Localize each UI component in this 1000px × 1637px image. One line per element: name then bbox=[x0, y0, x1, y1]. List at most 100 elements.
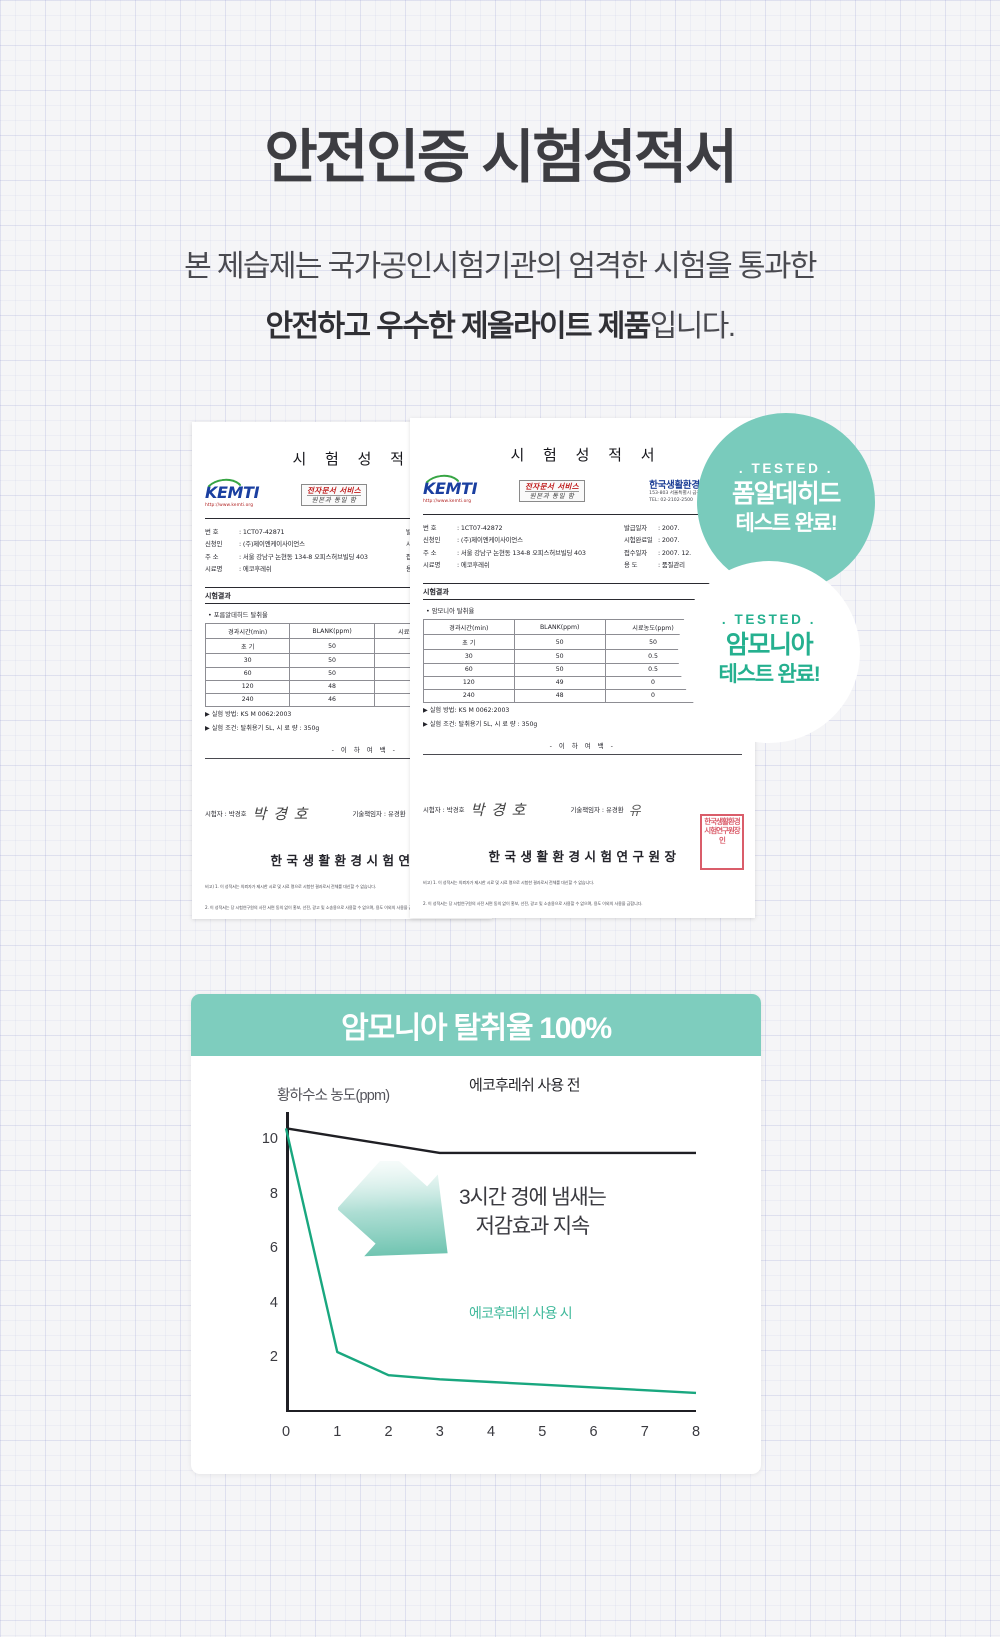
issuer-name: 한국생활환경시험연구원장 bbox=[488, 848, 681, 864]
meta-key: 시료명 bbox=[423, 561, 441, 570]
meta-row: 시험완료일: 2007. bbox=[624, 534, 742, 546]
x-axis-tick: 6 bbox=[589, 1424, 598, 1440]
divider bbox=[423, 514, 742, 515]
divider bbox=[205, 757, 492, 759]
meta-key: 번 호 bbox=[423, 524, 437, 532]
meta-left-column: 번 호: 1CT07-42871 신청인: (주)제이엔케이사이언스 주 소: … bbox=[205, 526, 406, 576]
official-seal-stamp: 한국생활환경시험연구원장인 bbox=[700, 814, 744, 870]
manager-label: 기술책임자 : 유경환 bbox=[570, 805, 624, 814]
chart-body: 황하수소 농도(ppm) 에코후레쉬 사용 전 에코후레쉬 사용 시 3시간 경… bbox=[191, 1056, 761, 1474]
tester-label: 시험자 : 박경호 bbox=[423, 805, 465, 814]
blank-below-notice: - 이 하 여 백 - bbox=[331, 745, 398, 754]
org-block: 한국생활환경시험연구원 153-803 서울특별시 금천구 가산동 TEL: 0… bbox=[649, 477, 742, 505]
edoc-line-1: 전자문서 서비스 bbox=[307, 485, 362, 495]
test-condition-note: ▶ 실험 조건: 탈취용기 5L, 시 료 량 : 350g bbox=[205, 724, 320, 732]
cell: 초 기 bbox=[204, 638, 291, 655]
badge-title: 암모니아 bbox=[725, 631, 814, 660]
cell: 50 bbox=[289, 653, 375, 668]
down-arrow-icon bbox=[338, 1161, 448, 1257]
subtitle-line-1: 본 제습제는 국가공인시험기관의 엄격한 시험을 통과한 bbox=[184, 249, 817, 283]
disclaimer-line-1: 비고) 1. 이 성적서는 의뢰자가 제시한 시료 및 시료 명으로 시험한 결… bbox=[423, 879, 595, 885]
line-series-after bbox=[284, 1128, 697, 1395]
y-axis-tick: 8 bbox=[269, 1185, 278, 1202]
cell: 240 bbox=[204, 692, 291, 708]
org-name: 한국생활환경시험연구원 bbox=[649, 480, 742, 492]
cell: 50 bbox=[513, 649, 606, 664]
badge-ammonia-tested: . TESTED . 암모니아 테스트 완료! bbox=[678, 561, 860, 743]
manager-signature: 유 bbox=[628, 803, 641, 819]
meta-value: 2007. 12. bbox=[661, 548, 692, 557]
column-header: 경과시간(min) bbox=[423, 618, 515, 636]
cell: 60 bbox=[204, 666, 291, 681]
meta-row: 신청인: (주)제이엔케이사이언스 bbox=[205, 538, 406, 550]
meta-row: 시료명: 에코후레쉬 bbox=[205, 563, 406, 575]
series-label-after: 에코후레쉬 사용 시 bbox=[469, 1305, 573, 1321]
manager-label: 기술책임자 : 유경환 bbox=[352, 809, 406, 818]
y-axis-label: 황하수소 농도(ppm) bbox=[277, 1088, 390, 1104]
certificates-group: 시 험 성 적 서 KEMTI http://www.kemti.org 전자문… bbox=[0, 418, 1000, 923]
disclaimer-line-2: 2. 이 성적서는 당 시험연구원의 사전 서면 동의 없이 홍보, 선전, 광… bbox=[205, 905, 425, 911]
meta-value: 1CT07-42871 bbox=[242, 528, 285, 536]
results-bullet: • 암모니아 탈취율 bbox=[426, 607, 475, 615]
edoc-line-2: 원본과 동일 함 bbox=[525, 491, 580, 500]
cell: 50 bbox=[289, 638, 375, 655]
badge-subtitle: 테스트 완료! bbox=[718, 663, 820, 687]
subtitle-line-2: 안전하고 우수한 제올라이트 제품입니다. bbox=[0, 301, 1000, 345]
x-axis-tick: 8 bbox=[691, 1424, 701, 1440]
meta-key: 주 소 bbox=[205, 552, 219, 561]
meta-row: 주 소: 서울 강남구 논현동 134-8 오피스허브빌딩 403 bbox=[205, 551, 406, 563]
cell: 50 bbox=[289, 666, 375, 681]
edoc-seal: 전자문서 서비스 원본과 동일 함 bbox=[301, 483, 368, 507]
kemti-wordmark: KEMTI bbox=[423, 478, 478, 498]
edoc-line-1: 전자문서 서비스 bbox=[525, 481, 580, 491]
kemti-wordmark: KEMTI bbox=[205, 482, 260, 502]
y-axis-tick: 10 bbox=[261, 1131, 278, 1148]
meta-row: 발급일자: 2007. bbox=[624, 522, 742, 534]
series-label-before: 에코후레쉬 사용 전 bbox=[469, 1077, 581, 1094]
org-tel: TEL: 02-2102-2500 bbox=[649, 498, 693, 503]
meta-right-column: 발급일자: 2007. 시험완료일: 2007. 접수일자: 2007. 12.… bbox=[624, 522, 742, 572]
meta-key: 주 소 bbox=[423, 548, 437, 557]
cell: 120 bbox=[204, 679, 291, 694]
meta-row: 시료명: 에코후레쉬 bbox=[423, 559, 624, 571]
cell: 48 bbox=[513, 688, 606, 704]
x-axis-tick: 2 bbox=[384, 1424, 393, 1440]
meta-value: 서울 강남구 논현동 134-8 오피스허브빌딩 403 bbox=[460, 548, 586, 557]
meta-key: 시료명 bbox=[205, 565, 223, 574]
y-axis-tick: 2 bbox=[269, 1349, 278, 1366]
line-series-before bbox=[285, 1127, 696, 1155]
certificate-doc-title: 시 험 성 적 서 bbox=[510, 446, 662, 464]
meta-value: (주)제이엔케이사이언스 bbox=[460, 536, 523, 545]
meta-key: 발급일자 bbox=[624, 524, 647, 532]
x-axis-tick: 5 bbox=[538, 1424, 547, 1440]
certificate-brand-row: KEMTI http://www.kemti.org 전자문서 서비스 원본과 … bbox=[420, 471, 742, 508]
cell: 30 bbox=[423, 649, 515, 664]
column-header: BLANK(ppm) bbox=[513, 618, 606, 636]
certificate-ammonia[interactable]: 시 험 성 적 서 KEMTI http://www.kemti.org 전자문… bbox=[410, 418, 755, 918]
meta-key: 시험완료일 bbox=[624, 536, 653, 545]
meta-row: 번 호: 1CT07-42872 bbox=[423, 522, 624, 534]
kemti-logo: KEMTI http://www.kemti.org bbox=[202, 475, 287, 508]
meta-row: 용 도: 품질관리 bbox=[624, 559, 742, 571]
cell: 50 bbox=[513, 634, 606, 651]
x-axis-line bbox=[286, 1409, 696, 1412]
meta-row: 번 호: 1CT07-42871 bbox=[205, 526, 406, 538]
edoc-seal: 전자문서 서비스 원본과 동일 함 bbox=[519, 479, 586, 503]
test-method-note: ▶ 실험 방법: KS M 0062:2003 bbox=[423, 707, 510, 715]
test-method-note: ▶ 실험 방법: KS M 0062:2003 bbox=[205, 711, 292, 719]
chart-plot-area: 10 8 6 4 2 0 1 2 3 4 5 6 7 8 bbox=[262, 1112, 700, 1440]
chart-annotation: 3시간 경에 냄새는 저감효과 지속 bbox=[459, 1186, 607, 1238]
meta-value: 2007. bbox=[661, 524, 680, 532]
meta-key: 용 도 bbox=[624, 561, 638, 570]
cell: 48 bbox=[289, 679, 375, 694]
cell: 49 bbox=[513, 675, 606, 690]
meta-value: 에코후레쉬 bbox=[242, 565, 272, 574]
cell: 46 bbox=[289, 692, 375, 708]
divider bbox=[423, 753, 742, 755]
kemti-url: http://www.kemti.org bbox=[423, 498, 472, 504]
y-axis-tick: 6 bbox=[269, 1240, 278, 1257]
page-title: 안전인증 시험성적서 bbox=[264, 125, 738, 190]
column-header: 경과시간(min) bbox=[204, 622, 291, 640]
x-axis-tick: 1 bbox=[333, 1424, 342, 1440]
certificate-doc-title: 시 험 성 적 서 bbox=[292, 450, 444, 468]
